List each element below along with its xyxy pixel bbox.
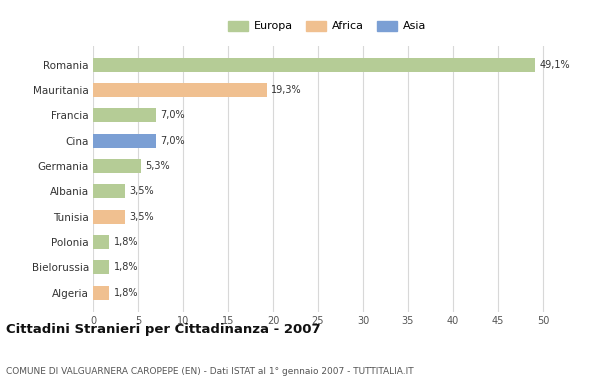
Text: Cittadini Stranieri per Cittadinanza - 2007: Cittadini Stranieri per Cittadinanza - 2… [6,323,320,336]
Bar [93,58,535,71]
Text: 5,3%: 5,3% [145,161,170,171]
Text: 3,5%: 3,5% [129,186,154,196]
Bar [93,159,140,173]
Text: 3,5%: 3,5% [129,212,154,222]
Bar [93,260,109,274]
Text: 1,8%: 1,8% [114,288,138,298]
Legend: Europa, Africa, Asia: Europa, Africa, Asia [225,17,429,35]
Text: 19,3%: 19,3% [271,85,302,95]
Text: 7,0%: 7,0% [161,136,185,146]
Bar [93,210,125,223]
Bar [93,83,267,97]
Text: 7,0%: 7,0% [161,110,185,120]
Bar [93,286,109,299]
Text: 49,1%: 49,1% [539,60,570,70]
Bar [93,184,125,198]
Text: 1,8%: 1,8% [114,262,138,272]
Text: 1,8%: 1,8% [114,237,138,247]
Text: COMUNE DI VALGUARNERA CAROPEPE (EN) - Dati ISTAT al 1° gennaio 2007 - TUTTITALIA: COMUNE DI VALGUARNERA CAROPEPE (EN) - Da… [6,367,413,376]
Bar [93,134,156,147]
Bar [93,108,156,122]
Bar [93,235,109,249]
